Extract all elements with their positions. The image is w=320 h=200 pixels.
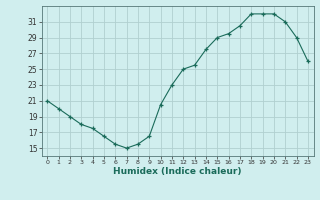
X-axis label: Humidex (Indice chaleur): Humidex (Indice chaleur) [113,167,242,176]
